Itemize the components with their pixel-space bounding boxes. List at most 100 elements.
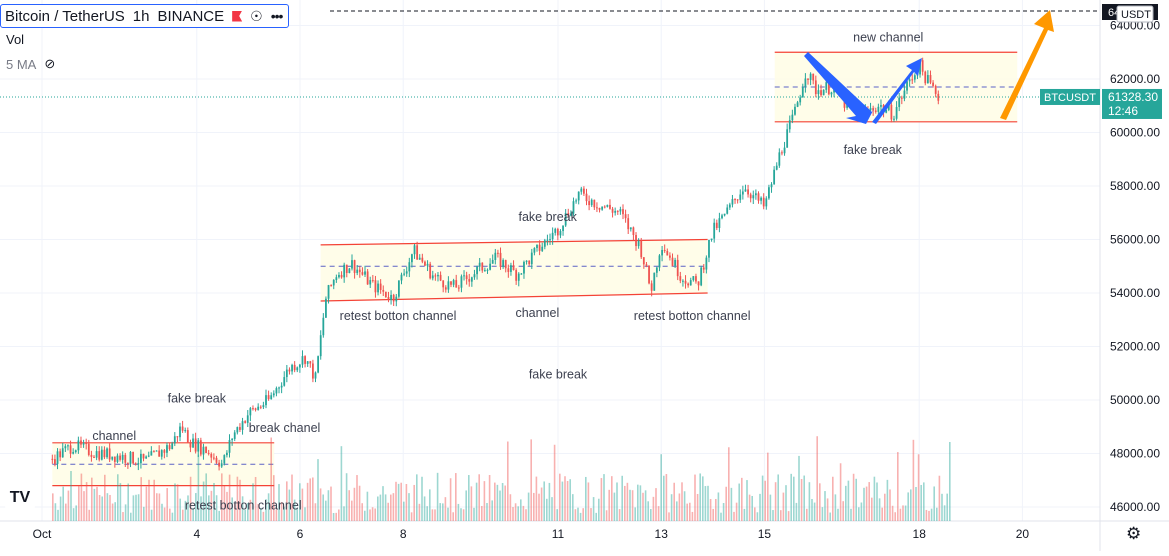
volume-bar (304, 507, 306, 521)
candle-body (734, 199, 736, 201)
volume-bar (288, 489, 291, 521)
blue-arrow-down (804, 52, 876, 124)
candle-body (655, 267, 658, 273)
candle-body (93, 456, 95, 458)
volume-bar (75, 505, 77, 521)
volume-bar (135, 494, 137, 521)
candle-body (395, 296, 398, 302)
symbol-legend[interactable]: Bitcoin / TetherUS 1h BINANCE ☉ ••• (0, 4, 290, 28)
currency-label: USDT (1121, 9, 1151, 21)
candle-body (932, 82, 934, 86)
candle-body (528, 260, 531, 265)
candle-body (257, 406, 260, 410)
candle-body (668, 255, 671, 258)
candle-body (575, 200, 577, 202)
more-dots-icon[interactable]: ••• (270, 8, 284, 24)
candle-body (702, 267, 705, 270)
volume-bar (410, 512, 413, 521)
candle-body (773, 169, 776, 185)
candle-body (283, 377, 286, 386)
candle-body (603, 206, 606, 208)
candle-body (348, 268, 351, 273)
volume-bar (603, 474, 605, 521)
candle-body (252, 408, 254, 410)
candle-body (116, 455, 119, 462)
volume-bar (187, 495, 189, 521)
volume-bar (543, 481, 545, 521)
volume-bar (465, 490, 467, 521)
candle-body (72, 451, 75, 454)
x-tick-label: 8 (400, 527, 407, 541)
volume-bar (273, 475, 275, 521)
volume-bar (676, 501, 678, 521)
candle-body (132, 451, 134, 464)
volume-indicator-label[interactable]: Vol (6, 32, 25, 47)
candle-body (869, 108, 872, 111)
volume-bar (582, 508, 584, 521)
volume-bar (858, 507, 860, 521)
eye-off-icon[interactable]: ⊘ (44, 56, 56, 71)
chart-annotation: channel (515, 306, 559, 320)
volume-bar (416, 474, 418, 521)
volume-bar (431, 509, 434, 521)
candle-body (820, 90, 822, 96)
candle-body (306, 361, 309, 364)
volume-bar (85, 482, 88, 521)
tradingview-logo[interactable]: TV (5, 486, 35, 510)
candle-body (510, 265, 512, 272)
volume-bar (148, 479, 150, 521)
volume-bar (634, 507, 636, 521)
candle-body (791, 114, 794, 121)
candle-body (111, 456, 114, 460)
candle-body (637, 240, 640, 247)
volume-bar (462, 509, 465, 521)
volume-bar (738, 483, 740, 521)
candle-body (51, 458, 54, 460)
candle-body (192, 438, 194, 448)
volume-bar (764, 480, 766, 521)
candle-body (280, 385, 283, 388)
candle-body (893, 118, 895, 120)
ma-indicator-row[interactable]: 5 MA ⊘ (6, 56, 55, 72)
candle-body (239, 427, 241, 430)
volume-bar (332, 512, 335, 521)
volume-bar (572, 494, 574, 521)
red-flag-icon[interactable] (232, 10, 243, 22)
volume-bar (182, 509, 184, 521)
volume-bar (936, 507, 938, 521)
candle-body (392, 294, 395, 302)
candle-body (309, 361, 312, 364)
candle-body (207, 452, 210, 454)
candle-body (351, 260, 353, 269)
volume-bar (499, 490, 501, 521)
channel-bottom-line (320, 292, 708, 302)
volume-bar (83, 491, 85, 521)
candle-body (478, 262, 481, 267)
candle-body (799, 97, 802, 103)
candle-body (226, 452, 228, 456)
candle-body (937, 93, 940, 101)
volume-bar (338, 509, 340, 521)
candle-body (262, 405, 265, 408)
gear-icon[interactable]: ⚙ (1126, 524, 1142, 543)
candle-body (259, 406, 262, 408)
candle-body (220, 463, 223, 467)
volume-bar (553, 444, 556, 521)
x-tick-label: 11 (552, 527, 565, 541)
volume-bar (460, 508, 462, 521)
candle-body (726, 207, 729, 214)
candle-body (64, 446, 67, 449)
candle-body (906, 81, 908, 91)
orange-arrow-up (1000, 10, 1054, 120)
volume-bar (941, 493, 943, 521)
candle-body (520, 273, 523, 275)
volume-bar (525, 509, 527, 521)
candle-body (447, 281, 450, 290)
candle-body (384, 291, 387, 298)
volume-bar (569, 479, 571, 521)
candle-body (770, 184, 773, 188)
eye-icon[interactable]: ☉ (250, 7, 263, 24)
y-tick-label: 54000.00 (1110, 286, 1160, 300)
